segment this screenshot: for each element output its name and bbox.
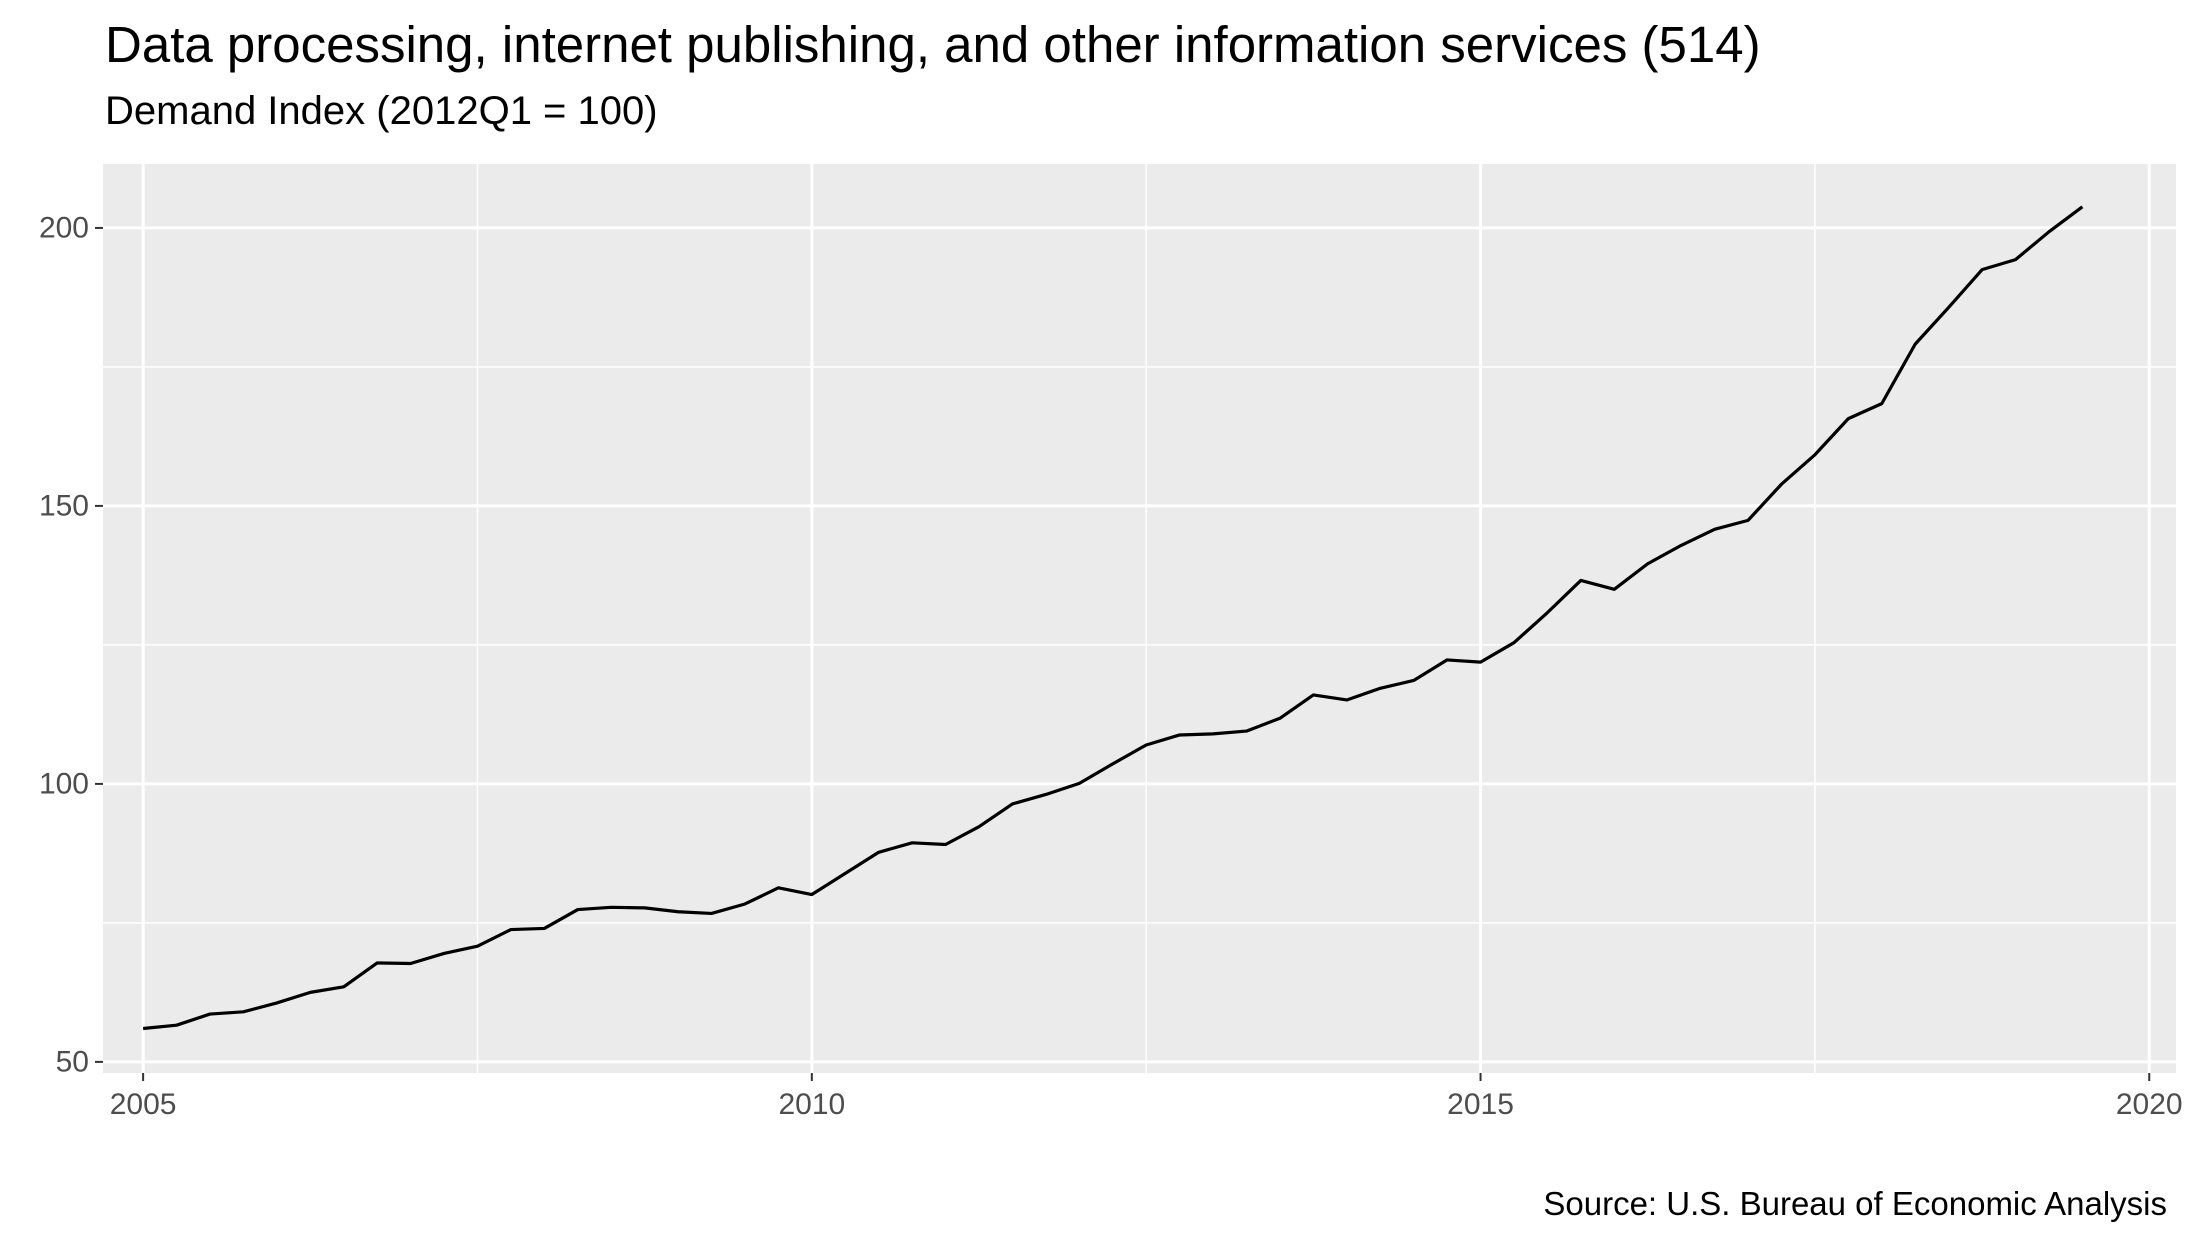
series-line bbox=[142, 205, 2084, 1031]
grid-major bbox=[103, 164, 2176, 1073]
plot-panel bbox=[103, 164, 2176, 1073]
x-axis-tick-label: 2005 bbox=[110, 1088, 177, 1121]
x-axis-tick-label: 2010 bbox=[778, 1088, 845, 1121]
chart-caption: Source: U.S. Bureau of Economic Analysis bbox=[1543, 1185, 2167, 1222]
series-layer bbox=[142, 205, 2084, 1031]
y-axis-tick-label: 50 bbox=[56, 1045, 89, 1078]
grid-minor bbox=[103, 164, 2176, 1073]
y-axis-tick-label: 200 bbox=[39, 211, 89, 244]
axis-ticks bbox=[95, 226, 2151, 1081]
y-axis-tick-label: 100 bbox=[39, 767, 89, 800]
y-axis-tick-labels: 50 100 150 200 bbox=[39, 211, 89, 1078]
x-axis-tick-labels: 2005 2010 2015 2020 bbox=[110, 1088, 2183, 1121]
y-axis-tick-label: 150 bbox=[39, 489, 89, 522]
chart-subtitle: Demand Index (2012Q1 = 100) bbox=[105, 89, 658, 133]
x-axis-tick-label: 2015 bbox=[1447, 1088, 1514, 1121]
x-axis-tick-label: 2020 bbox=[2116, 1088, 2183, 1121]
chart-title: Data processing, internet publishing, an… bbox=[105, 16, 1761, 73]
